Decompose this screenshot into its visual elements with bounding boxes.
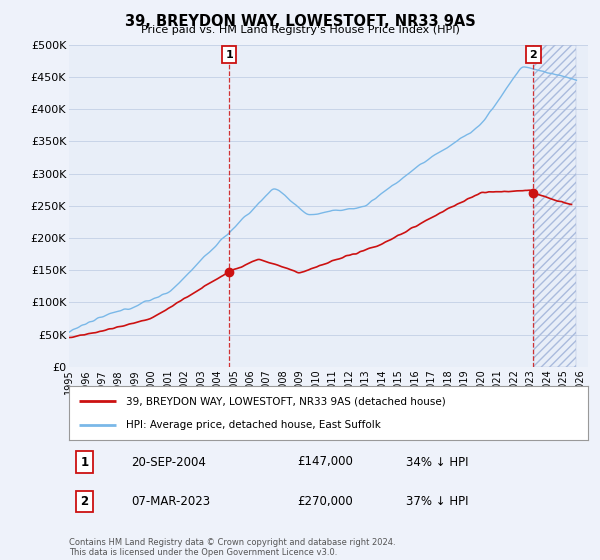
Text: 39, BREYDON WAY, LOWESTOFT, NR33 9AS: 39, BREYDON WAY, LOWESTOFT, NR33 9AS (125, 14, 475, 29)
Text: 34% ↓ HPI: 34% ↓ HPI (406, 455, 469, 469)
Text: HPI: Average price, detached house, East Suffolk: HPI: Average price, detached house, East… (126, 419, 381, 430)
Text: 2: 2 (80, 494, 89, 508)
Text: 37% ↓ HPI: 37% ↓ HPI (406, 494, 469, 508)
Text: 1: 1 (225, 50, 233, 59)
Text: Price paid vs. HM Land Registry's House Price Index (HPI): Price paid vs. HM Land Registry's House … (140, 25, 460, 35)
Text: 07-MAR-2023: 07-MAR-2023 (131, 494, 211, 508)
Text: £270,000: £270,000 (298, 494, 353, 508)
Text: £147,000: £147,000 (298, 455, 353, 469)
Text: 1: 1 (80, 455, 89, 469)
Text: 20-SEP-2004: 20-SEP-2004 (131, 455, 206, 469)
Text: 2: 2 (529, 50, 537, 59)
Text: 39, BREYDON WAY, LOWESTOFT, NR33 9AS (detached house): 39, BREYDON WAY, LOWESTOFT, NR33 9AS (de… (126, 396, 446, 407)
Text: Contains HM Land Registry data © Crown copyright and database right 2024.
This d: Contains HM Land Registry data © Crown c… (69, 538, 395, 557)
